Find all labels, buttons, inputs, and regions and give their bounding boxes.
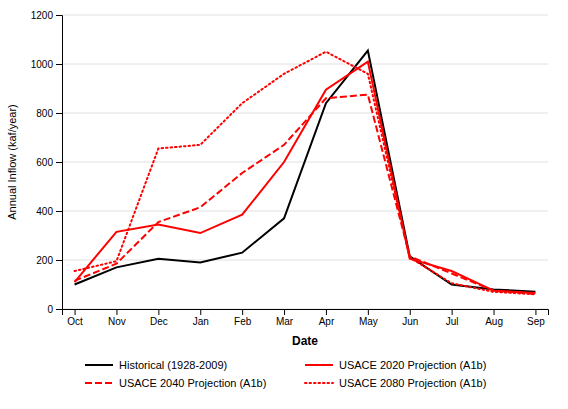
legend-item: USACE 2020 Projection (A1b): [305, 359, 486, 371]
x-tick: Apr: [319, 309, 335, 327]
x-tick-mark: [158, 309, 159, 315]
legend-swatch: [305, 382, 333, 384]
y-tick-label: 600: [36, 157, 53, 168]
y-tick-mark: [56, 211, 62, 212]
x-tick-mark: [452, 309, 453, 315]
legend-item: Historical (1928-2009): [85, 359, 227, 371]
y-tick-mark: [56, 162, 62, 163]
x-tick-label: Oct: [67, 316, 83, 327]
x-tick: Oct: [67, 309, 83, 327]
y-tick: 0: [47, 304, 62, 315]
y-tick-label: 400: [36, 206, 53, 217]
y-tick-mark: [56, 15, 62, 16]
grid-line: [62, 113, 548, 114]
legend-item: USACE 2080 Projection (A1b): [305, 377, 486, 389]
axis-line: [63, 310, 549, 316]
y-tick-mark: [56, 309, 62, 310]
x-tick-mark: [368, 309, 369, 315]
x-tick-label: Sep: [527, 316, 545, 327]
y-tick: 200: [36, 255, 62, 266]
y-tick-mark: [56, 260, 62, 261]
x-tick-mark: [284, 309, 285, 315]
y-tick-label: 1200: [31, 10, 54, 21]
x-tick-mark: [494, 309, 495, 315]
y-tick: 600: [36, 157, 62, 168]
y-axis-title: Annual Inflow (kaf/year): [6, 104, 18, 220]
x-tick-mark: [116, 309, 117, 315]
x-tick: Aug: [485, 309, 503, 327]
x-tick-label: May: [359, 316, 378, 327]
y-tick: 1000: [31, 59, 62, 70]
x-tick: Feb: [234, 309, 252, 327]
x-tick: Jul: [446, 309, 459, 327]
legend-label: USACE 2020 Projection (A1b): [339, 359, 486, 371]
x-tick-label: Mar: [276, 316, 294, 327]
legend-label: USACE 2040 Projection (A1b): [119, 377, 266, 389]
legend-swatch: [305, 364, 333, 366]
lines: [75, 51, 536, 295]
series-line: [75, 51, 536, 292]
x-tick: Dec: [150, 309, 168, 327]
x-tick: Mar: [276, 309, 294, 327]
x-tick-label: Jul: [446, 316, 459, 327]
x-tick-label: Nov: [108, 316, 126, 327]
y-tick-mark: [56, 113, 62, 114]
legend-label: USACE 2080 Projection (A1b): [339, 377, 486, 389]
y-tick-label: 0: [47, 304, 53, 315]
x-tick-label: Dec: [150, 316, 168, 327]
legend-swatch: [85, 364, 113, 366]
legend-swatch: [85, 382, 113, 384]
x-tick: Jan: [193, 309, 209, 327]
x-axis: Oct Nov Dec Jan Feb Mar Apr May Jun Jul Aug Sep: [63, 309, 549, 327]
y-tick-mark: [56, 64, 62, 65]
x-tick: Nov: [108, 309, 126, 327]
y-tick: 1200: [31, 10, 62, 21]
y-tick: 800: [36, 108, 62, 119]
x-tick-mark: [410, 309, 411, 315]
legend-item: USACE 2040 Projection (A1b): [85, 377, 266, 389]
chart: Oct Nov Dec Jan Feb Mar Apr May Jun Jul Aug Sep 0 200…: [0, 0, 568, 409]
x-tick: Jun: [402, 309, 418, 327]
grid-line: [62, 15, 548, 16]
legend: Historical (1928-2009) USACE 2020 Project…: [85, 359, 486, 389]
x-tick: Sep: [527, 309, 545, 327]
plot: Oct Nov Dec Jan Feb Mar Apr May Jun Jul Aug Sep 0 200…: [6, 10, 549, 348]
grid: [62, 15, 548, 309]
x-tick-label: Aug: [485, 316, 503, 327]
grid-line: [62, 260, 548, 261]
x-tick-label: Apr: [319, 316, 335, 327]
y-axis: 0 200 400 600 800 1000 1200: [31, 10, 63, 315]
series-line: [75, 52, 536, 295]
x-tick: May: [359, 309, 378, 327]
x-tick-mark: [326, 309, 327, 315]
x-tick-mark: [242, 309, 243, 315]
legend-label: Historical (1928-2009): [119, 359, 227, 371]
x-axis-title: Date: [292, 334, 318, 348]
series-line: [75, 95, 536, 294]
y-tick-label: 200: [36, 255, 53, 266]
y-tick: 400: [36, 206, 62, 217]
axis-line: [56, 16, 63, 310]
x-tick-label: Jun: [402, 316, 418, 327]
x-tick-mark: [535, 309, 536, 315]
y-tick-label: 1000: [31, 59, 54, 70]
x-tick-label: Feb: [234, 316, 252, 327]
x-tick-label: Jan: [193, 316, 209, 327]
x-tick-mark: [200, 309, 201, 315]
x-tick-mark: [75, 309, 76, 315]
y-tick-label: 800: [36, 108, 53, 119]
series-line: [75, 62, 536, 294]
